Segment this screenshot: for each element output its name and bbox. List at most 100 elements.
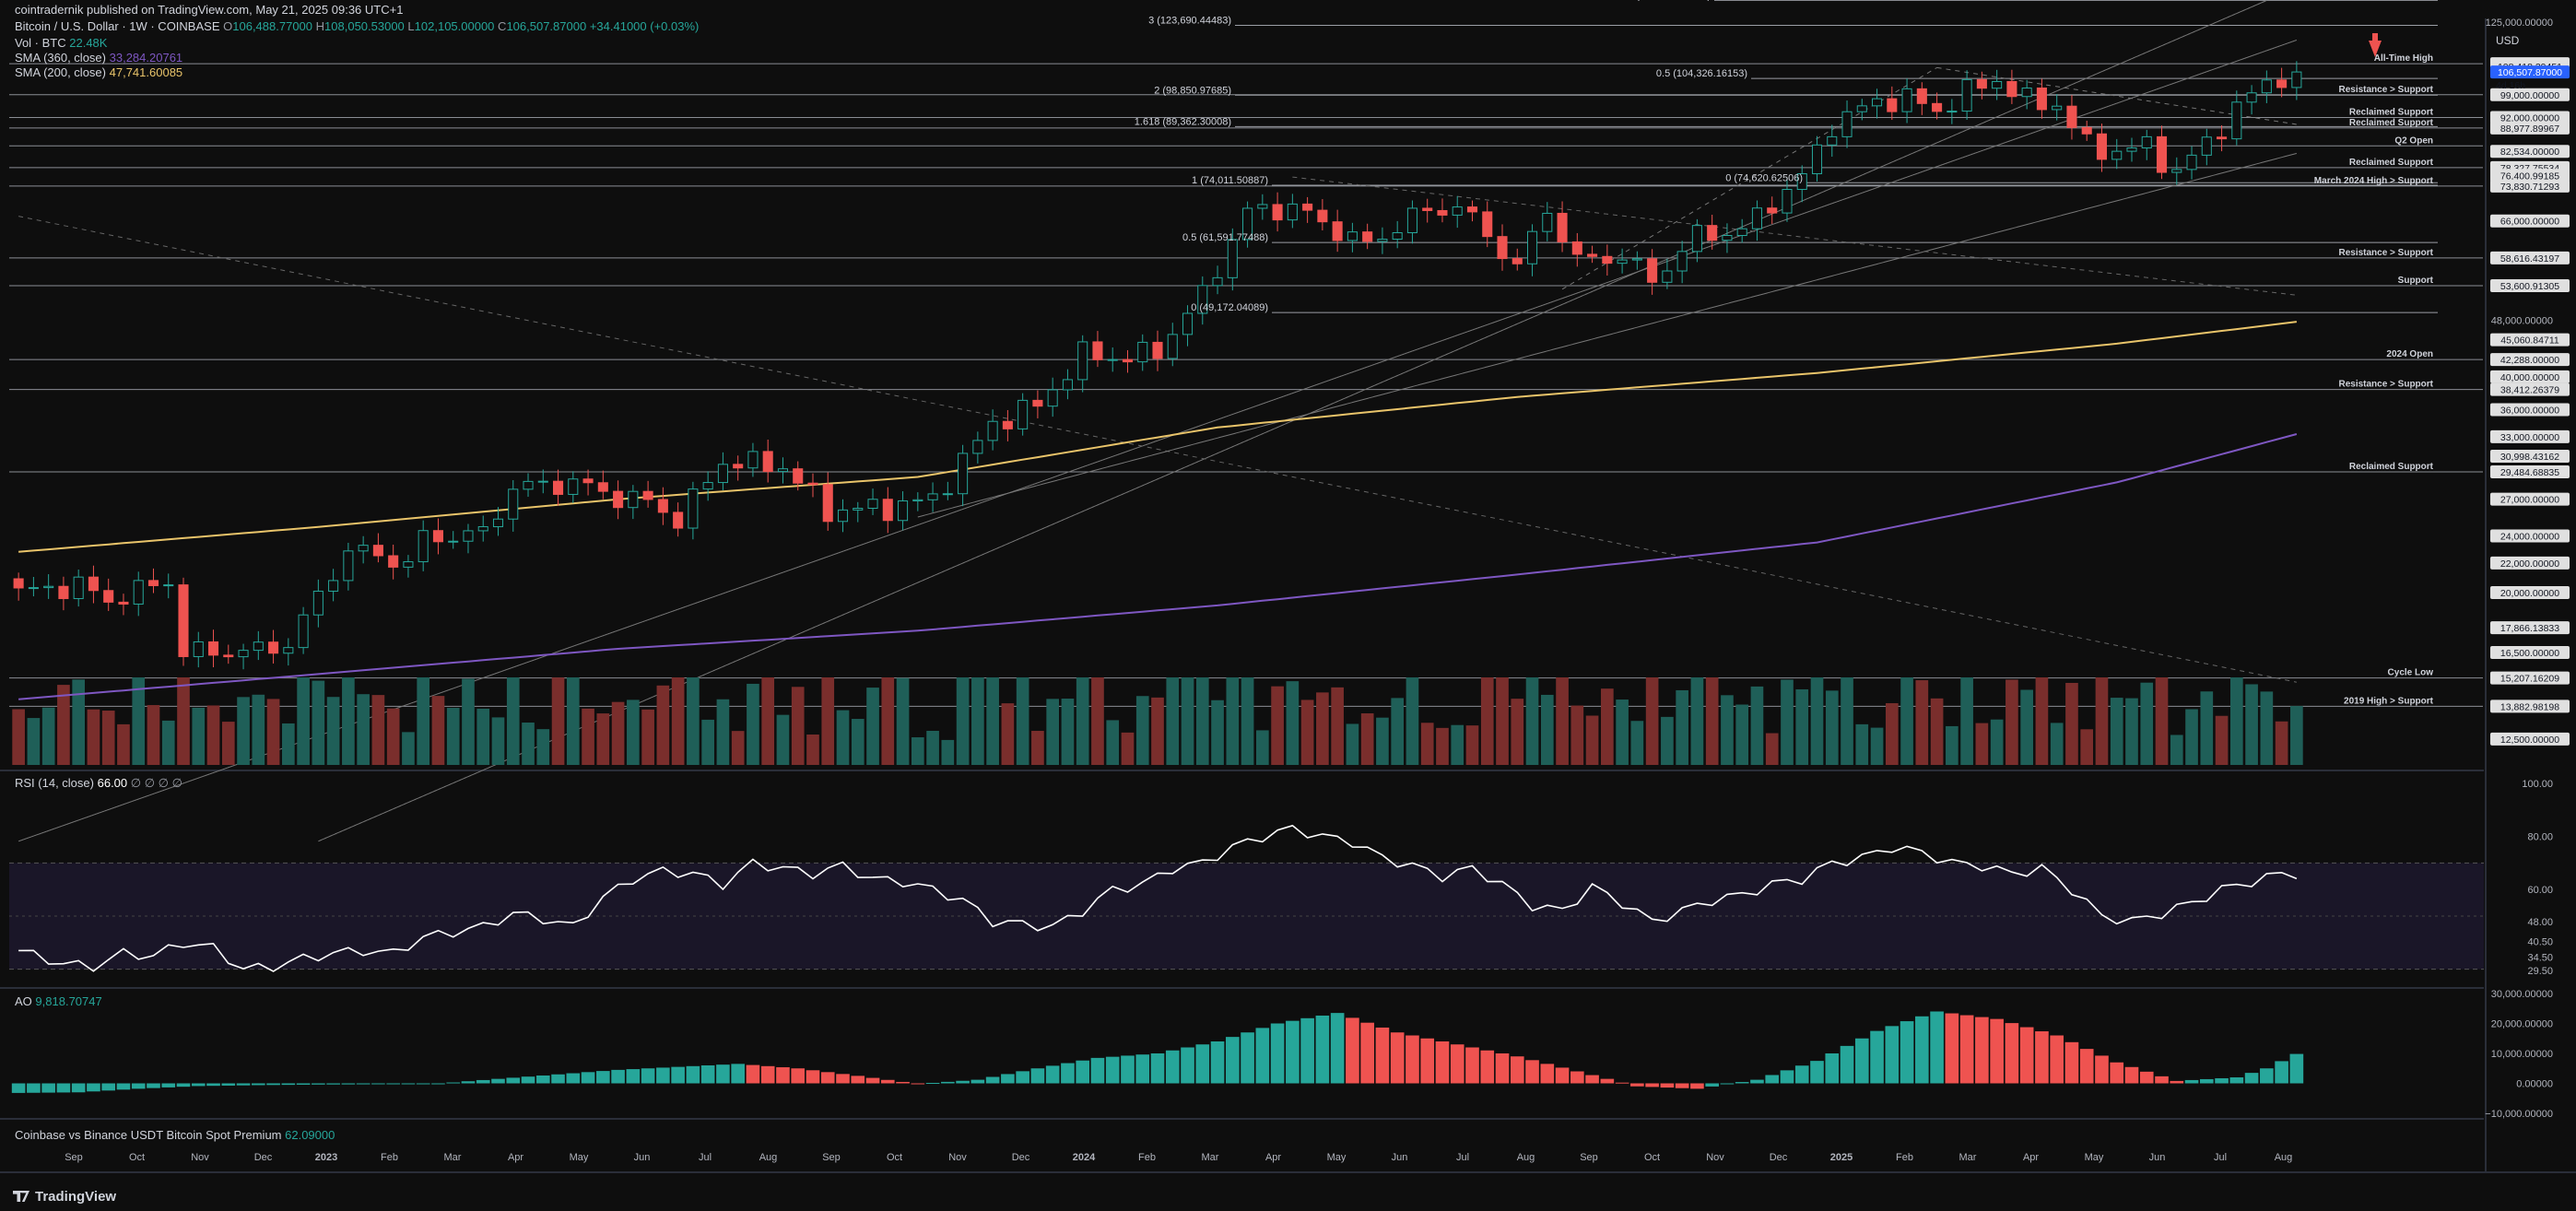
rsi-legend[interactable]: RSI (14, close) 66.00 ∅ ∅ ∅ ∅: [15, 776, 182, 791]
ao-tick: −10,000.00000: [2485, 1109, 2553, 1120]
candle-body: [1242, 207, 1253, 241]
candle-body: [2201, 136, 2212, 156]
volume-bar: [1975, 723, 1989, 765]
ao-bar: [820, 1072, 835, 1084]
month-tick: Apr: [508, 1152, 523, 1163]
volume-bar: [611, 701, 625, 765]
ao-tick: 20,000.00000: [2491, 1019, 2553, 1030]
volume-bar: [776, 714, 790, 765]
volume-bar: [2006, 679, 2018, 765]
symbol-title[interactable]: Bitcoin / U.S. Dollar · 1W · COINBASE: [15, 19, 220, 33]
price-tag-box: [2490, 382, 2570, 396]
candle-body: [1167, 334, 1178, 359]
volume-bar: [2215, 715, 2229, 765]
candle-body: [133, 580, 144, 605]
change-value: +34.41000 (+0.03%): [589, 19, 700, 33]
price-tag-box: [2490, 88, 2570, 101]
ao-bar: [1840, 1045, 1854, 1084]
volume-bar: [896, 677, 910, 765]
ao-bar: [431, 1083, 445, 1085]
price-tag: 36,000.00000: [2500, 406, 2559, 417]
volume-bar: [312, 680, 325, 765]
ao-bar: [1480, 1050, 1495, 1084]
price-tag-box: [2490, 464, 2570, 478]
level-label: Resistance > Support: [2338, 380, 2433, 390]
candle-body: [1152, 341, 1163, 359]
sma200-legend[interactable]: SMA (200, close) 47,741.60085: [15, 65, 182, 79]
sma360-legend[interactable]: SMA (360, close) 33,284.20761: [15, 51, 182, 65]
volume-bar: [27, 718, 41, 765]
volume-bar: [1825, 690, 1839, 765]
candle-body: [1662, 270, 1673, 283]
candle-body: [837, 509, 849, 523]
volume-bar: [536, 729, 550, 765]
price-tag: 22,000.00000: [2500, 558, 2559, 570]
price-tag: 66,000.00000: [2500, 217, 2559, 228]
ao-bar: [985, 1076, 1000, 1084]
price-tag-box: [2490, 214, 2570, 228]
ao-bar: [1465, 1047, 1479, 1084]
ao-bar: [2095, 1055, 2109, 1084]
ao-bar: [1945, 1013, 1959, 1084]
volume-bar: [671, 677, 685, 765]
ao-bar: [760, 1065, 775, 1084]
sma360-value: 33,284.20761: [109, 51, 183, 65]
volume-bar: [1960, 677, 1973, 765]
candle-body: [1392, 231, 1403, 241]
candle-body: [1796, 173, 1807, 191]
ao-bar: [700, 1065, 715, 1084]
volume-bar: [2229, 677, 2243, 765]
volume-bar: [747, 683, 759, 765]
volume-bar: [971, 677, 984, 765]
ao-bar: [535, 1075, 550, 1084]
volume-bar: [446, 708, 460, 765]
ao-bar: [1061, 1063, 1075, 1084]
ao-bar: [506, 1077, 521, 1084]
ao-bar: [281, 1083, 296, 1086]
rsi-tick: 34.50: [2527, 953, 2553, 964]
volume-bar: [206, 705, 220, 765]
candle-body: [1107, 359, 1118, 361]
ao-bar: [1750, 1079, 1764, 1084]
ao-bar: [851, 1076, 865, 1084]
fib-label: 0 (49,172.04089): [1191, 302, 1268, 313]
candle-body: [28, 587, 39, 590]
volume-bar: [1885, 702, 1899, 765]
volume-bar: [1286, 681, 1300, 765]
ao-bar: [1615, 1082, 1629, 1084]
price-tag: 16,500.00000: [2500, 648, 2559, 659]
premium-legend[interactable]: Coinbase vs Binance USDT Bitcoin Spot Pr…: [15, 1128, 335, 1142]
ao-bar: [1016, 1071, 1029, 1084]
volume-legend[interactable]: Vol · BTC 22.48K: [15, 36, 107, 50]
candle-body: [1887, 98, 1898, 112]
candle-body: [43, 585, 54, 589]
month-tick: Apr: [2023, 1152, 2039, 1163]
fib-label: 1 (74,011.50887): [1192, 175, 1268, 186]
volume-bar: [1990, 719, 2004, 765]
ao-bar: [341, 1083, 356, 1085]
candle-body: [807, 482, 818, 486]
candle-body: [2126, 147, 2137, 152]
volume-bar: [342, 677, 355, 765]
rsi-extra: ∅ ∅ ∅ ∅: [130, 776, 182, 790]
volume-bar: [821, 677, 835, 765]
level-label: 2019 High > Support: [2344, 696, 2434, 706]
ao-bar: [596, 1071, 610, 1084]
tradingview-logo[interactable]: TradingView: [13, 1189, 116, 1205]
ao-bar: [27, 1083, 41, 1093]
ao-legend[interactable]: AO 9,818.70747: [15, 994, 102, 1008]
candle-body: [1722, 235, 1733, 241]
candle-body: [1827, 135, 1838, 146]
candle-body: [942, 493, 953, 496]
down-arrow-icon-stem: [2372, 33, 2378, 41]
candle-body: [1092, 341, 1103, 360]
candle-body: [1377, 239, 1388, 242]
candle-body: [238, 650, 249, 658]
volume-bar: [522, 723, 535, 765]
volume-bar: [2050, 723, 2064, 765]
month-tick: Jun: [634, 1152, 651, 1163]
ao-bar: [1720, 1083, 1735, 1085]
price-tag: 76,400.99185: [2500, 170, 2559, 182]
candle-body: [642, 490, 653, 500]
